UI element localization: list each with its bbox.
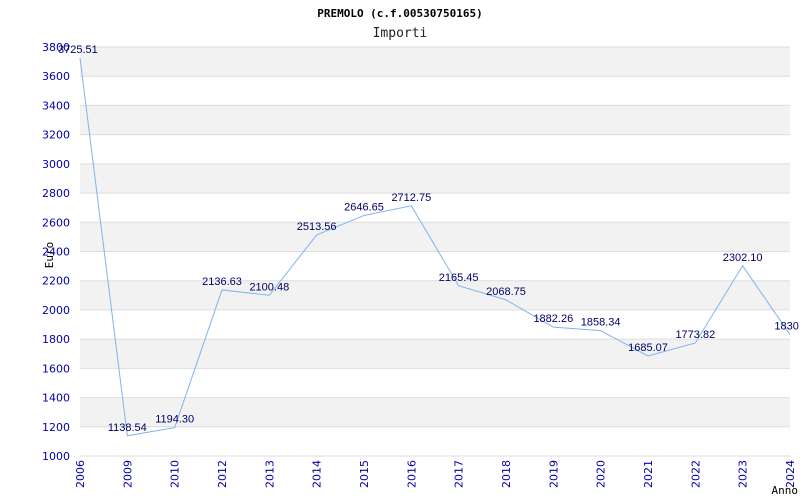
y-tick-label: 2400 <box>42 246 70 259</box>
y-tick-label: 1000 <box>42 450 70 463</box>
data-label: 1685.07 <box>628 342 668 354</box>
data-label: 2100.48 <box>249 281 289 293</box>
x-axis-label: Anno <box>772 484 799 497</box>
data-label: 1138.54 <box>108 422 147 434</box>
data-label: 2712.75 <box>391 192 431 204</box>
data-label: 1882.26 <box>533 313 573 325</box>
y-tick-label: 1800 <box>42 333 70 346</box>
x-tick-label: 2018 <box>500 460 513 488</box>
y-tick-label: 1200 <box>42 421 70 434</box>
x-tick-label: 2014 <box>311 460 324 488</box>
x-tick-label: 2013 <box>263 460 276 488</box>
grid-band <box>80 280 790 310</box>
y-tick-label: 3200 <box>42 129 70 142</box>
grid-band <box>80 222 790 252</box>
y-tick-label: 3800 <box>42 41 70 54</box>
y-tick-label: 2200 <box>42 275 70 288</box>
x-tick-label: 2015 <box>358 460 371 488</box>
data-label: 1773.82 <box>675 329 715 341</box>
grid-band <box>80 47 790 77</box>
x-tick-label: 2022 <box>689 460 702 488</box>
y-tick-label: 3400 <box>42 99 70 112</box>
y-axis-label: Euro <box>43 242 56 269</box>
x-tick-label: 2021 <box>642 460 655 488</box>
x-tick-label: 2017 <box>453 460 466 488</box>
x-tick-label: 2010 <box>169 460 182 488</box>
y-tick-label: 2000 <box>42 304 70 317</box>
grid-band <box>80 105 790 135</box>
x-tick-label: 2016 <box>405 460 418 488</box>
x-tick-label: 2012 <box>216 460 229 488</box>
data-label: 1858.34 <box>581 317 621 329</box>
x-tick-label: 2024 <box>784 460 797 488</box>
y-tick-label: 3000 <box>42 158 70 171</box>
x-tick-label: 2020 <box>595 460 608 488</box>
chart-subtitle: Importi <box>373 26 428 41</box>
x-axis-ticks: 2006 2009 2010 2012 2013 2014 2015 2016 2017 2018… <box>74 460 797 488</box>
data-label: 2513.56 <box>297 221 337 233</box>
grid-lines <box>80 46 790 457</box>
y-tick-label: 3600 <box>42 70 70 83</box>
data-label: 2165.45 <box>439 272 479 284</box>
data-labels: 3725.51 1138.54 1194.30 2136.63 2100.48 2513.… <box>58 44 800 434</box>
grid-band <box>80 163 790 194</box>
x-tick-label: 2023 <box>737 460 750 488</box>
data-label: 2136.63 <box>202 276 242 288</box>
data-label: 2068.75 <box>486 286 526 298</box>
y-axis-ticks: 1000 1200 1400 1600 1800 2000 2200 2400 2600 2800… <box>42 41 70 463</box>
data-label: 1194.30 <box>155 414 194 426</box>
y-tick-label: 1600 <box>42 362 70 375</box>
chart-title: PREMOLO (c.f.00530750165) <box>317 7 483 20</box>
grid-band <box>80 397 790 427</box>
y-tick-label: 1400 <box>42 392 70 405</box>
grid-band <box>80 339 790 369</box>
data-label: 3725.51 <box>58 44 98 56</box>
data-label: 1830.7 <box>774 321 800 333</box>
y-tick-label: 2800 <box>42 187 70 200</box>
x-tick-label: 2009 <box>121 460 134 488</box>
x-tick-label: 2006 <box>74 460 87 488</box>
y-tick-label: 2600 <box>42 216 70 229</box>
data-label: 2302.10 <box>723 252 763 264</box>
series-line <box>79 57 791 437</box>
background-bands <box>80 47 790 427</box>
data-label: 2646.65 <box>344 201 384 213</box>
x-tick-label: 2019 <box>547 460 560 488</box>
